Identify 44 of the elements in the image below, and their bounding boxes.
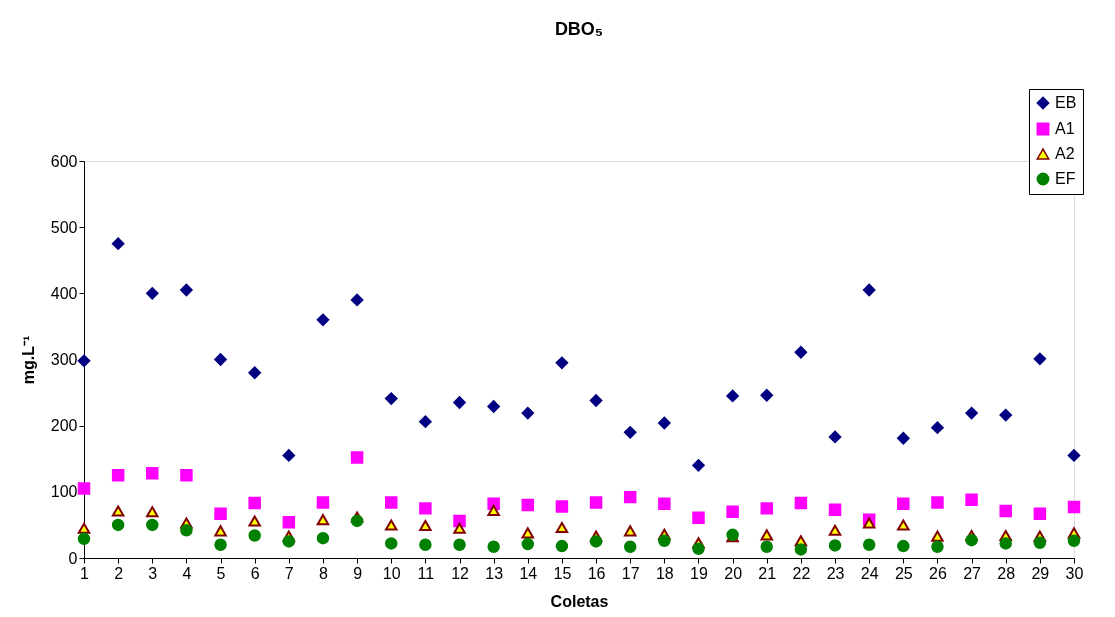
chart-title: DBO₅ bbox=[554, 18, 604, 39]
y-tick-label: 500 bbox=[50, 218, 78, 236]
legend-label: A1 bbox=[1055, 120, 1075, 137]
x-tick-label: 5 bbox=[216, 564, 226, 582]
x-tick-label: 15 bbox=[553, 564, 572, 582]
y-tick-label: 400 bbox=[50, 284, 78, 302]
x-tick-label: 8 bbox=[319, 564, 329, 582]
legend-label: EF bbox=[1055, 170, 1076, 187]
legend-label: A2 bbox=[1055, 145, 1075, 162]
x-tick-label: 16 bbox=[587, 564, 606, 582]
x-tick-label: 21 bbox=[758, 564, 777, 582]
y-tick-label: 600 bbox=[50, 152, 78, 170]
x-tick-label: 24 bbox=[860, 564, 879, 582]
x-tick-label: 14 bbox=[519, 564, 538, 582]
x-tick-label: 11 bbox=[417, 564, 435, 582]
x-tick-label: 18 bbox=[655, 564, 674, 582]
x-tick-label: 27 bbox=[963, 564, 982, 582]
x-tick-label: 4 bbox=[182, 564, 192, 582]
x-tick-label: 17 bbox=[621, 564, 640, 582]
x-tick-label: 2 bbox=[114, 564, 124, 582]
x-tick-label: 10 bbox=[382, 564, 401, 582]
x-tick-label: 23 bbox=[826, 564, 845, 582]
y-tick-label: 300 bbox=[50, 351, 78, 368]
x-tick-label: 9 bbox=[353, 564, 363, 582]
x-tick-label: 19 bbox=[690, 564, 708, 582]
x-tick-label: 13 bbox=[485, 564, 504, 582]
x-tick-label: 29 bbox=[1031, 564, 1050, 582]
x-tick-label: 6 bbox=[250, 564, 260, 582]
y-tick-label: 0 bbox=[68, 549, 78, 567]
x-tick-label: 1 bbox=[80, 564, 90, 582]
y-tick-label: 200 bbox=[50, 417, 78, 435]
y-axis-title: mg.L⁻¹ bbox=[19, 335, 37, 385]
x-tick-label: 3 bbox=[148, 564, 158, 582]
x-tick-label: 20 bbox=[724, 564, 743, 582]
x-axis-title: Coletas bbox=[550, 592, 609, 610]
y-tick-label: 100 bbox=[50, 483, 78, 501]
legend-label: EB bbox=[1055, 94, 1077, 111]
x-tick-label: 22 bbox=[792, 564, 811, 582]
x-tick-label: 25 bbox=[894, 564, 913, 582]
x-tick-label: 30 bbox=[1065, 564, 1084, 582]
x-tick-label: 26 bbox=[929, 564, 947, 582]
x-tick-label: 28 bbox=[997, 564, 1016, 582]
x-tick-label: 12 bbox=[451, 564, 470, 582]
x-tick-label: 7 bbox=[284, 564, 294, 582]
